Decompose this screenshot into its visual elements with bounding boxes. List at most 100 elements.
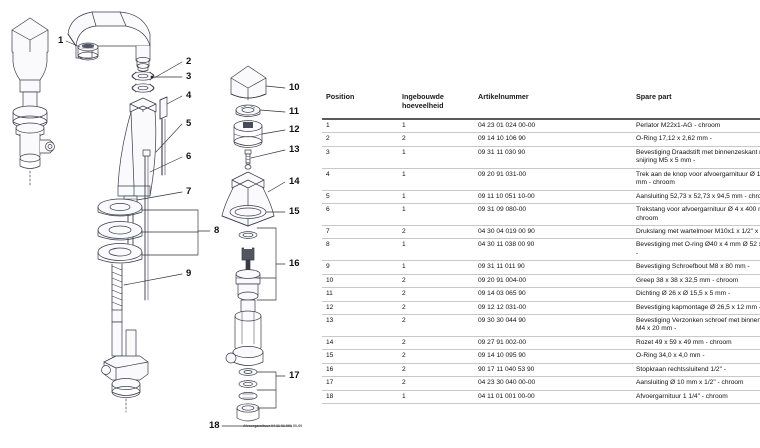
- table-row: 7 2 04 30 04 019 00 90 Drukslang met wartel…: [322, 225, 760, 240]
- exploded-view-diagram: 1 2 3 4 5 6 7 8 9 10 11 12 13 14 15 16 1…: [0, 0, 320, 448]
- table-row: 3 1 09 31 11 030 90 Bevestiging Draadstift …: [322, 146, 760, 169]
- cell-quantity: 1: [398, 119, 474, 134]
- cell-quantity: 2: [398, 363, 474, 378]
- cell-article-number: 09 31 09 080-00: [474, 203, 632, 226]
- cell-spare-part: Bevestiging met O-ring Ø40 x 4 mm Ø 52 x…: [632, 238, 760, 262]
- cell-article-number: 09 20 91 004-00: [474, 274, 632, 289]
- table-body: 1 1 04 23 01 024 00-00 Perlator M22x1-AG - …: [322, 119, 760, 405]
- cell-article-number: 09 14 03 065 90: [474, 287, 632, 302]
- table-row: 16 2 90 17 11 040 53 90 Stopkraan rechtsslu…: [322, 363, 760, 378]
- callout-12: 12: [289, 124, 300, 135]
- header-position: Position: [322, 86, 398, 120]
- cell-position: 3: [322, 146, 398, 169]
- cell-spare-part: O-Ring 17,12 x 2,62 mm -: [632, 132, 760, 147]
- diagram-footer-code: Afvoergarnituur 04 11 01 001 00-00: [243, 424, 303, 428]
- cell-quantity: 1: [398, 238, 474, 262]
- spout-part: [67, 11, 151, 72]
- cell-quantity: 2: [398, 274, 474, 289]
- callout-15: 15: [289, 206, 300, 217]
- cell-quantity: 1: [398, 190, 474, 205]
- cell-article-number: 09 14 10 095 90: [474, 349, 632, 364]
- header-article: Artikelnummer: [474, 86, 632, 120]
- table-row: 17 2 04 23 30 040 00-00 Aansluiting Ø 10 mm…: [322, 376, 760, 391]
- cell-spare-part: Bevestiging Schroefbout M8 x 80 mm -: [632, 260, 760, 275]
- table-row: 11 2 09 14 03 065 90 Dichting Ø 26 x Ø 15,5…: [322, 287, 760, 302]
- cell-position: 4: [322, 168, 398, 191]
- cell-article-number: 09 31 11 011 90: [474, 260, 632, 275]
- cell-spare-part: Bevestiging Verzonken schroef met binnen…: [632, 314, 760, 337]
- cell-position: 14: [322, 336, 398, 351]
- table-row: 8 1 04 30 11 038 00 90 Bevestiging met O-ri…: [322, 238, 760, 262]
- cell-quantity: 2: [398, 349, 474, 364]
- cell-spare-part: Dichting Ø 26 x Ø 15,5 x 5 mm -: [632, 287, 760, 302]
- callout-14: 14: [289, 176, 300, 187]
- cell-position: 13: [322, 314, 398, 337]
- callout-3: 3: [186, 71, 192, 82]
- connector-parts-17: [236, 368, 260, 422]
- washer-parts-2: [131, 71, 155, 93]
- leader-lines: [65, 40, 293, 427]
- table-row: 5 1 09 11 10 051 10-00 Aansluiting 52,73 x …: [322, 190, 760, 205]
- cell-spare-part: Aansluiting Ø 10 mm x 1/2" - chroom: [632, 376, 760, 391]
- cell-article-number: 04 30 11 038 00 90: [474, 238, 632, 262]
- cell-quantity: 2: [398, 132, 474, 147]
- cell-position: 10: [322, 274, 398, 289]
- callout-9: 9: [186, 268, 192, 279]
- header-quantity: Ingebouwde hoeveelheid: [398, 86, 474, 120]
- table-head: Position Ingebouwde hoeveelheid Artikeln…: [322, 86, 760, 120]
- header-spare: Spare part: [632, 86, 760, 120]
- table-header-row: Position Ingebouwde hoeveelheid Artikeln…: [322, 86, 760, 120]
- cell-article-number: 04 23 01 024 00-00: [474, 119, 632, 134]
- cell-quantity: 1: [398, 168, 474, 191]
- cell-spare-part: Greep 38 x 38 x 32,5 mm - chroom: [632, 274, 760, 289]
- cell-spare-part: Trekstang voor afvoergarnituur Ø 4 x 400…: [632, 203, 760, 226]
- table-row: 13 2 09 30 30 044 90 Bevestiging Verzonken …: [322, 314, 760, 337]
- table-row: 6 1 09 31 09 080-00 Trekstang voor afvoerga…: [322, 203, 760, 226]
- table-row: 15 2 09 14 10 095 90 O-Ring 34,0 x 4,0 mm -: [322, 349, 760, 364]
- cell-quantity: 2: [398, 301, 474, 316]
- screw-part-3: [150, 75, 154, 79]
- callout-17: 17: [289, 370, 300, 381]
- cell-spare-part: Bevestiging kapmontage Ø 26,5 x 12 mm - …: [632, 301, 760, 316]
- callout-8: 8: [214, 225, 220, 236]
- cell-position: 18: [322, 390, 398, 405]
- cell-spare-part: Bevestiging Draadstift met binnenzeskant…: [632, 146, 760, 169]
- cell-spare-part: Stopkraan rechtssluitend 1/2" -: [632, 363, 760, 378]
- oring-part-15: [229, 205, 267, 219]
- cell-quantity: 2: [398, 336, 474, 351]
- cell-spare-part: Drukslang met wartelmoer M10x1 x 1/2" x …: [632, 225, 760, 240]
- cell-quantity: 1: [398, 146, 474, 169]
- callout-13: 13: [289, 144, 300, 155]
- spare-parts-table-container: Position Ingebouwde hoeveelheid Artikeln…: [322, 86, 760, 405]
- cell-quantity: 1: [398, 203, 474, 226]
- cell-quantity: 1: [398, 260, 474, 275]
- cell-position: 12: [322, 301, 398, 316]
- callout-6: 6: [186, 151, 192, 162]
- table-row: 9 1 09 31 11 011 90 Bevestiging Schroefbout…: [322, 260, 760, 275]
- cell-position: 8: [322, 238, 398, 262]
- cell-article-number: 04 11 01 001 00-00: [474, 390, 632, 405]
- cell-article-number: 04 30 04 019 00 90: [474, 225, 632, 240]
- callout-16: 16: [289, 258, 300, 269]
- spare-parts-table: Position Ingebouwde hoeveelheid Artikeln…: [322, 86, 760, 405]
- cell-article-number: 09 30 30 044 90: [474, 314, 632, 337]
- cell-position: 15: [322, 349, 398, 364]
- countersunk-screw-part-13: [244, 149, 252, 170]
- cell-quantity: 2: [398, 225, 474, 240]
- mounting-washer-parts-8: [97, 198, 143, 264]
- table-row: 14 2 09 27 91 002-00 Rozet 49 x 59 x 49 mm …: [322, 336, 760, 351]
- callout-7: 7: [186, 186, 192, 197]
- cell-article-number: 09 20 91 031-00: [474, 168, 632, 191]
- cell-article-number: 04 23 30 040 00-00: [474, 376, 632, 391]
- cell-spare-part: Aansluiting 52,73 x 52,73 x 94,5 mm - ch…: [632, 190, 760, 205]
- cell-position: 9: [322, 260, 398, 275]
- table-row: 18 1 04 11 01 001 00-00 Afvoergarnituur 1 1…: [322, 390, 760, 405]
- cell-position: 17: [322, 376, 398, 391]
- cell-article-number: 09 27 91 002-00: [474, 336, 632, 351]
- cell-spare-part: Perlator M22x1-AG - chroom: [632, 119, 760, 134]
- handle-part-10: [230, 65, 267, 101]
- cell-article-number: 09 14 10 106 90: [474, 132, 632, 147]
- cell-article-number: 09 12 12 031-00: [474, 301, 632, 316]
- faucet-exploded-drawing: [11, 11, 293, 427]
- perlator-part-1: [77, 42, 99, 61]
